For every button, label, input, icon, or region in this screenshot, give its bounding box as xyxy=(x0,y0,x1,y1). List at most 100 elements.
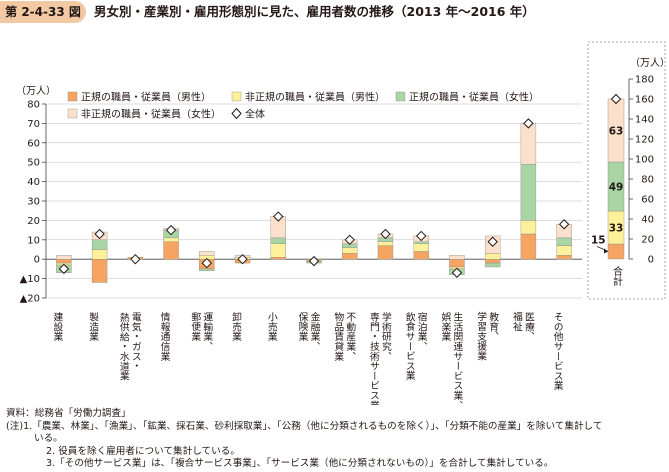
bar-segment xyxy=(413,241,429,244)
total-marker xyxy=(610,93,622,105)
bar-segment xyxy=(449,255,465,260)
category-label: 情報通信業 xyxy=(159,311,171,362)
category-label: 教育、学習支援業 xyxy=(475,311,499,362)
total-bar-segment xyxy=(607,243,625,260)
total-value-pointer-head xyxy=(604,248,608,254)
total-marker xyxy=(237,253,248,265)
total-panel-border xyxy=(587,41,666,300)
category-label: 電気・ガス・熱供給・水道業 xyxy=(118,311,142,382)
bar-segment xyxy=(56,255,72,260)
bar-segment xyxy=(484,262,501,268)
figure-title: 男女別・産業別・雇用形態別に見た、雇用者数の推移（2013 年〜2016 年） xyxy=(94,4,535,19)
right-axis-tick-label: 140 xyxy=(635,115,654,126)
total-marker xyxy=(58,263,70,275)
category-label: 生活関連サービス業、娯楽業 xyxy=(439,311,463,405)
legend-swatch xyxy=(395,91,406,102)
total-marker xyxy=(130,253,141,265)
left-axis-tick-label: ▲10 xyxy=(20,274,40,285)
legend-label: 正規の職員・従業員（女性） xyxy=(409,91,539,104)
total-marker xyxy=(380,228,391,240)
bar-segment xyxy=(342,247,358,254)
total-marker xyxy=(165,224,177,236)
right-axis-tick-label: 0 xyxy=(648,255,654,266)
bar-segment xyxy=(520,123,537,165)
legend-swatch xyxy=(231,91,242,102)
bar-segment xyxy=(413,243,429,252)
category-label: その他サービス業 xyxy=(552,312,564,392)
left-axis-tick-label: 0 xyxy=(34,255,40,266)
bar-segment xyxy=(377,245,394,260)
bar-segment xyxy=(556,245,572,256)
category-label: 卸売業 xyxy=(230,311,242,343)
bar-segment xyxy=(520,233,537,260)
legend-diamond xyxy=(231,107,242,120)
total-marker xyxy=(558,219,570,230)
note-2: 2. 役員を除く雇用者について集計している。 xyxy=(46,445,240,457)
legend-label: 非正規の職員・従業員（男性） xyxy=(245,91,385,104)
legend-label: 全体 xyxy=(245,108,265,121)
category-label: 建設業 xyxy=(51,311,63,343)
bar-segment xyxy=(91,239,108,250)
right-axis-tick-label: 160 xyxy=(635,95,654,106)
bar-segment xyxy=(270,243,286,258)
category-label: 宿泊業、飲食サービス業 xyxy=(404,311,428,382)
category-label: 不動産業、物品賃貸業 xyxy=(332,311,356,362)
total-category-label: 合計 xyxy=(611,265,623,287)
bar-segment xyxy=(91,249,108,260)
total-value-label: 49 xyxy=(609,182,624,194)
note-1-continued: いる。 xyxy=(34,433,63,445)
left-axis-tick-label: ▲20 xyxy=(20,294,40,305)
legend-label: 非正規の職員・従業員（女性） xyxy=(81,108,221,121)
figure-notes: 資料：総務省「労働力調査」 (注)1.「農業、林業」、「漁業」、「鉱業、採石業、… xyxy=(6,408,666,471)
bar-segment xyxy=(520,163,537,221)
bar-segment xyxy=(270,237,286,244)
figure-number: 第 2-4-33 図 xyxy=(0,1,86,23)
total-marker xyxy=(201,257,213,269)
left-axis-unit: （万人） xyxy=(16,85,56,97)
legend-label: 正規の職員・従業員（男性） xyxy=(81,91,211,104)
right-axis-tick-label: 120 xyxy=(635,135,654,146)
category-label: 運輸業、郵便業 xyxy=(189,312,213,352)
bar-segment xyxy=(199,268,215,272)
bar-segment xyxy=(556,255,572,260)
left-axis-tick-label: 30 xyxy=(27,197,40,208)
total-marker xyxy=(487,236,498,247)
category-label: 金融業、保険業 xyxy=(297,311,321,352)
stacked-bar-chart: ▲20 ▲10 0 10 20 30 40 50 60 70 80 （万人） 建設業 製造業 電気・ガス・熱… xyxy=(16,41,669,405)
source-note: 資料：総務省「労働力調査」 xyxy=(6,408,131,419)
chart-gridlines xyxy=(46,103,582,299)
total-value-label: 63 xyxy=(609,126,624,138)
left-axis-tick-label: 50 xyxy=(27,158,40,169)
total-marker xyxy=(344,234,355,246)
bar-segment xyxy=(413,251,429,260)
total-marker xyxy=(273,211,284,222)
bar-segment xyxy=(449,259,465,268)
right-axis-tick-label: 20 xyxy=(641,235,654,246)
total-marker xyxy=(308,255,320,267)
total-value-label: 15 xyxy=(591,235,606,247)
category-label: 医療、福祉 xyxy=(511,311,535,342)
right-axis-tick-label: 60 xyxy=(641,195,654,206)
bar-segment xyxy=(163,241,179,260)
right-axis-tick-label: 180 xyxy=(635,75,654,86)
legend-swatch xyxy=(67,108,78,119)
note-1: (注)1.「農業、林業」、「漁業」、「鉱業、採石業、砂利採取業」、「公務（他に分… xyxy=(6,420,603,432)
left-axis-tick-label: 80 xyxy=(27,100,40,111)
bar-segment xyxy=(377,241,394,246)
total-marker xyxy=(451,267,463,278)
category-label: 小売業 xyxy=(266,312,278,343)
bar-segment xyxy=(91,259,108,283)
bar-segment xyxy=(520,220,537,235)
total-marker xyxy=(415,230,427,242)
left-axis-tick-label: 10 xyxy=(27,235,40,246)
left-axis-tick-label: 40 xyxy=(27,177,40,188)
chart-bars xyxy=(56,93,625,283)
left-axis-tick-label: 70 xyxy=(27,119,40,130)
category-label: 製造業 xyxy=(87,311,99,343)
bar-segment xyxy=(199,251,215,256)
chart-labels: ▲20 ▲10 0 10 20 30 40 50 60 70 80 （万人） 建設業 製造業 電気・ガス・熱… xyxy=(16,57,669,405)
chart-axes xyxy=(42,41,666,300)
category-label: 学術研究、専門・技術サービス業 xyxy=(368,311,392,405)
right-axis-tick-label: 40 xyxy=(641,215,654,226)
total-marker xyxy=(94,228,105,240)
